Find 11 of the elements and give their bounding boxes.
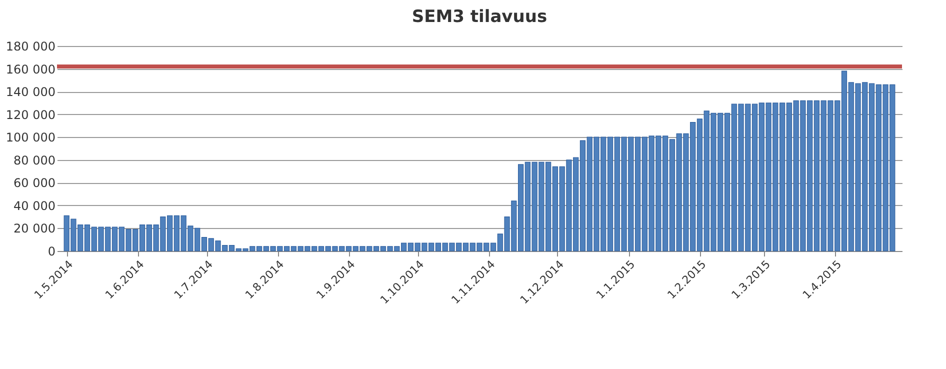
chart-title: SEM3 tilavuus — [412, 7, 548, 27]
y-tick-label: 40 000 — [14, 198, 56, 213]
y-tick-label: 140 000 — [6, 85, 56, 100]
y-tick-label: 120 000 — [6, 108, 56, 122]
y-tick-label: 180 000 — [6, 40, 56, 54]
y-tick-label: 100 000 — [6, 130, 56, 145]
y-tick-label: 60 000 — [14, 176, 56, 190]
y-tick-label: 0 — [48, 244, 56, 258]
y-tick-label: 80 000 — [14, 153, 56, 168]
y-tick-label: 20 000 — [14, 222, 56, 236]
y-tick-label: 160 000 — [6, 62, 56, 76]
